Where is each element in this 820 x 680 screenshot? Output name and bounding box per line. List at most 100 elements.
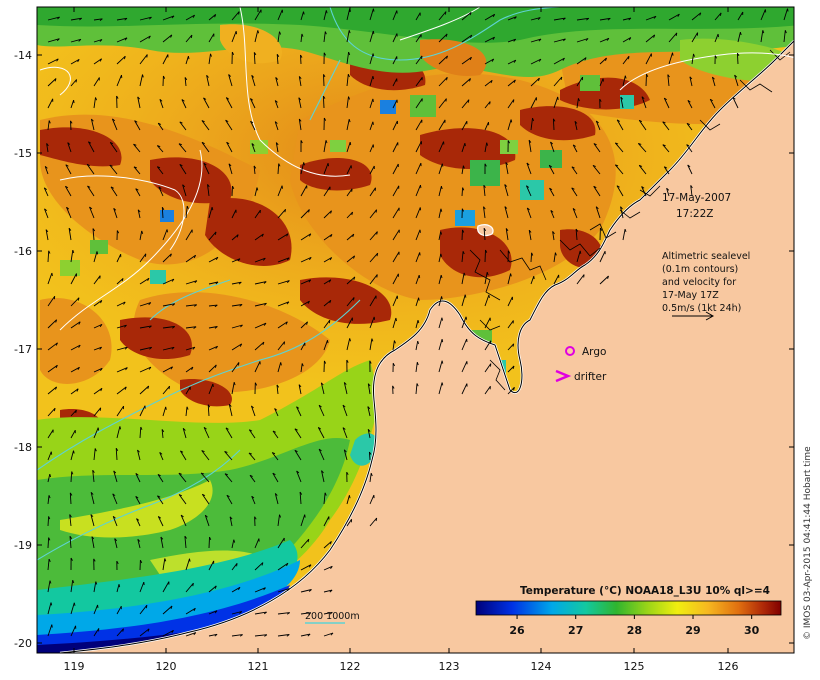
velocity-arrow-icon	[461, 229, 463, 241]
velocity-arrow-icon	[93, 18, 103, 21]
velocity-arrow-icon	[161, 207, 164, 219]
velocity-arrow-icon	[231, 563, 238, 571]
velocity-arrow-icon	[116, 405, 124, 417]
velocity-arrowhead-icon	[206, 74, 209, 78]
velocity-arrow-icon	[526, 207, 532, 219]
velocity-arrowhead-icon	[137, 538, 141, 542]
velocity-arrowhead-icon	[110, 186, 114, 189]
velocity-arrow-icon	[507, 386, 515, 395]
velocity-arrowhead-icon	[75, 79, 78, 83]
velocity-arrowhead-icon	[286, 612, 290, 615]
velocity-arrow-icon	[162, 630, 174, 637]
velocity-arrow-icon	[231, 362, 240, 373]
velocity-arrow-icon	[69, 492, 72, 505]
velocity-arrowhead-icon	[186, 205, 189, 209]
velocity-arrowhead-icon	[125, 367, 128, 371]
velocity-arrow-icon	[274, 408, 279, 417]
velocity-arrowhead-icon	[690, 185, 693, 189]
velocity-arrow-icon	[687, 164, 693, 175]
velocity-arrowhead-icon	[276, 54, 280, 58]
velocity-arrowhead-icon	[179, 164, 183, 167]
velocity-arrow-icon	[530, 252, 533, 263]
velocity-arrow-icon	[116, 278, 124, 285]
velocity-arrow-icon	[139, 426, 142, 439]
velocity-arrowhead-icon	[686, 144, 690, 147]
velocity-arrow-icon	[254, 361, 261, 373]
velocity-arrowhead-icon	[45, 229, 49, 233]
velocity-arrow-icon	[93, 77, 100, 87]
velocity-arrow-icon	[415, 119, 423, 131]
velocity-arrow-icon	[461, 187, 464, 197]
velocity-arrow-icon	[576, 98, 579, 109]
velocity-arrowhead-icon	[202, 493, 206, 497]
velocity-arrow-icon	[116, 426, 121, 439]
velocity-arrowhead-icon	[348, 119, 351, 123]
velocity-arrow-icon	[180, 514, 187, 527]
velocity-arrow-icon	[690, 185, 693, 197]
velocity-arrowhead-icon	[161, 429, 165, 433]
velocity-arrowhead-icon	[147, 277, 150, 282]
velocity-arrowhead-icon	[50, 602, 53, 606]
velocity-arrowhead-icon	[532, 117, 535, 122]
velocity-arrow-icon	[576, 250, 581, 263]
velocity-arrow-icon	[300, 185, 308, 197]
velocity-arrowhead-icon	[67, 142, 71, 145]
velocity-arrow-icon	[65, 164, 72, 175]
velocity-arrow-icon	[367, 406, 371, 417]
velocity-arrow-icon	[576, 17, 589, 21]
velocity-arrow-icon	[599, 57, 607, 65]
velocity-arrow-icon	[737, 31, 741, 43]
velocity-arrow-icon	[571, 187, 578, 197]
velocity-arrowhead-icon	[49, 473, 52, 478]
velocity-arrowhead-icon	[56, 58, 59, 62]
velocity-arrow-icon	[484, 79, 493, 87]
velocity-arrow-icon	[70, 17, 82, 21]
velocity-arrowhead-icon	[286, 280, 290, 284]
velocity-arrow-icon	[595, 206, 601, 219]
velocity-arrowhead-icon	[210, 53, 212, 57]
velocity-arrow-icon	[47, 516, 50, 527]
velocity-arrow-icon	[484, 101, 491, 109]
velocity-arrowhead-icon	[225, 119, 229, 122]
velocity-arrowhead-icon	[157, 145, 161, 148]
velocity-arrow-icon	[484, 249, 486, 263]
velocity-arrow-icon	[208, 304, 218, 307]
velocity-arrowhead-icon	[99, 18, 103, 21]
velocity-arrow-icon	[483, 185, 486, 197]
velocity-arrow-icon	[70, 297, 80, 307]
velocity-arrow-icon	[507, 365, 515, 373]
velocity-arrow-icon	[300, 564, 312, 571]
velocity-arrowhead-icon	[571, 166, 575, 169]
velocity-arrowhead-icon	[296, 406, 300, 409]
velocity-arrowhead-icon	[306, 321, 308, 325]
velocity-arrowhead-icon	[324, 492, 327, 496]
velocity-arrowhead-icon	[232, 185, 235, 189]
velocity-arrow-icon	[530, 276, 535, 285]
velocity-arrowhead-icon	[275, 77, 279, 80]
velocity-arrow-icon	[438, 274, 442, 285]
velocity-arrowhead-icon	[214, 326, 218, 329]
velocity-arrow-icon	[622, 37, 632, 43]
velocity-arrowhead-icon	[65, 164, 69, 167]
velocity-arrow-icon	[162, 303, 175, 307]
velocity-arrowhead-icon	[55, 386, 58, 390]
velocity-arrowhead-icon	[646, 73, 649, 77]
velocity-arrowhead-icon	[528, 139, 532, 143]
legend-line-4: 17-May 17Z	[662, 290, 719, 301]
velocity-arrow-icon	[323, 234, 333, 241]
velocity-arrowhead-icon	[531, 252, 534, 256]
velocity-arrowhead-icon	[228, 74, 232, 77]
velocity-arrowhead-icon	[226, 494, 230, 498]
velocity-arrow-icon	[638, 165, 647, 175]
velocity-arrowhead-icon	[441, 163, 444, 167]
velocity-arrowhead-icon	[114, 538, 118, 542]
velocity-arrow-icon	[185, 582, 194, 593]
velocity-arrow-icon	[204, 515, 210, 527]
velocity-arrow-icon	[552, 118, 555, 131]
velocity-arrow-icon	[548, 165, 555, 175]
velocity-arrowhead-icon	[48, 120, 51, 124]
velocity-arrow-icon	[93, 604, 99, 615]
velocity-arrow-icon	[47, 58, 59, 65]
velocity-arrow-icon	[47, 386, 57, 395]
velocity-arrow-icon	[70, 366, 80, 373]
